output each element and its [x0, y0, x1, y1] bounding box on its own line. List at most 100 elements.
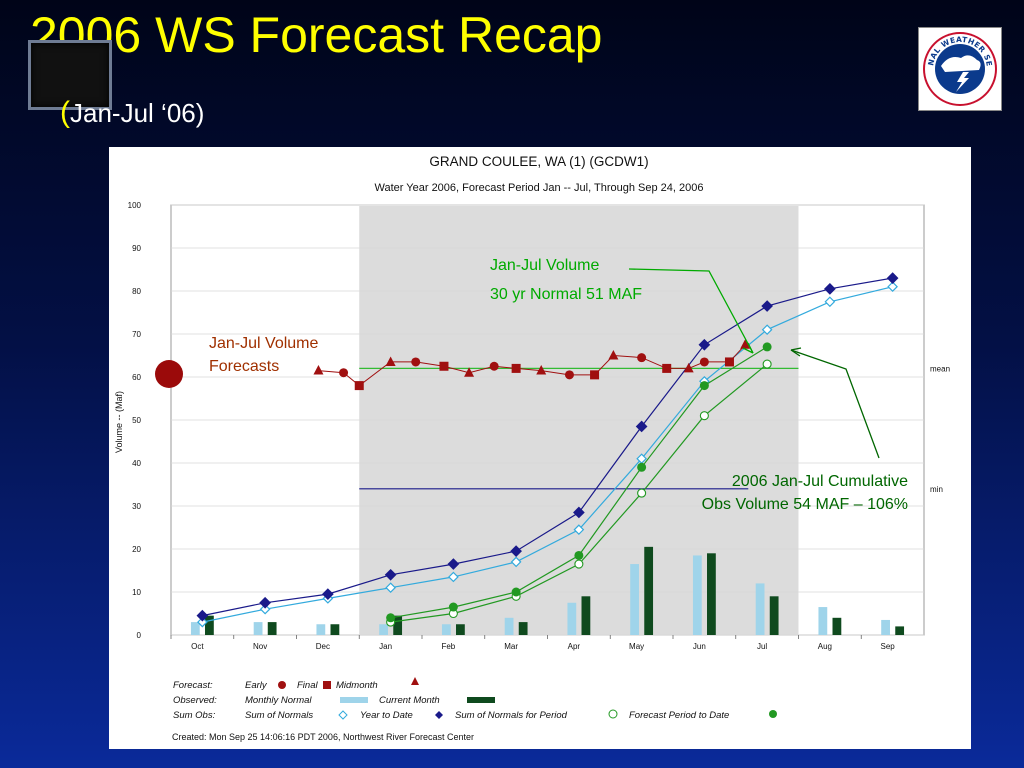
legend-monthly-normal-swatch [340, 697, 368, 703]
forecast-final-marker [354, 381, 364, 391]
legend-sum-of-normals-marker [338, 710, 348, 720]
legend-sum-of-normals-label: Sum of Normals [245, 710, 313, 721]
current-month-bar [832, 617, 842, 635]
x-tick-label: Nov [253, 642, 267, 651]
sum-of-normals-point [510, 556, 522, 568]
sum-of-normals-point [385, 582, 396, 594]
sum-of-normals-line [202, 286, 893, 623]
y-tick-label: 0 [137, 631, 142, 640]
sum-of-normals-for-period-point [637, 488, 647, 498]
year-to-date-point [259, 596, 271, 609]
monthly-normal-bar [316, 624, 326, 635]
forecast-period-to-date-point [574, 550, 584, 560]
forecast-period-to-date-point [637, 462, 647, 472]
legend-sumobs-label: Sum Obs: [173, 710, 216, 721]
cumulative-annotation-leader [790, 349, 880, 459]
corner-thumbnail [28, 40, 112, 110]
forecast-period-to-date-point [448, 602, 458, 612]
mean-label: mean [930, 364, 950, 373]
forecast-midmonth-marker [385, 356, 396, 366]
x-tick-label: Feb [441, 642, 455, 651]
sum-of-normals-point [761, 324, 773, 336]
legend-year-to-date-marker [435, 711, 443, 719]
monthly-normal-bar [190, 622, 200, 635]
forecast-final-marker [511, 363, 521, 373]
cumulative-annotation-arrowhead [790, 347, 802, 357]
slide-subtitle: (Jan-Jul ‘06) [60, 96, 204, 130]
forecast-period-to-date-point [699, 381, 709, 391]
chart-svg: GRAND COULEE, WA (1) (GCDW1) Water Year … [114, 154, 950, 742]
year-to-date-point [698, 338, 711, 351]
sum-of-normals-point [259, 603, 271, 615]
normal-annotation-arrowhead [742, 342, 754, 354]
normal-annotation-leader [628, 268, 754, 354]
chart-footer: Created: Mon Sep 25 14:06:16 PDT 2006, N… [172, 732, 474, 742]
current-month-bar [393, 615, 403, 635]
forecast-early-marker [339, 368, 349, 378]
x-tick-label: Jul [757, 642, 767, 651]
forecast-midmonth-marker [464, 367, 475, 377]
legend-forecast-label: Forecast: [173, 680, 213, 691]
monthly-normal-bar [692, 555, 702, 635]
forecast-early-marker [637, 353, 647, 363]
y-tick-label: 80 [132, 287, 141, 296]
forecast-midmonth-marker [313, 365, 324, 375]
x-tick-label: Oct [191, 642, 204, 651]
y-tick-label: 60 [132, 373, 141, 382]
monthly-normal-bar [567, 602, 577, 635]
forecast-annotation: Jan-Jul Volume Forecasts [209, 332, 318, 378]
forecast-midmonth-marker [608, 350, 619, 360]
sum-of-normals-point [824, 296, 836, 308]
x-tick-label: Dec [316, 642, 330, 651]
cumulative-annotation-line2: Obs Volume 54 MAF – 106% [701, 496, 908, 514]
legend-observed-label: Observed: [173, 695, 217, 706]
chart-legend: Forecast: Early Final Midmonth Observed: Mont… [173, 677, 777, 721]
current-month-bar [707, 553, 716, 635]
y-tick-label: 40 [132, 459, 141, 468]
year-to-date-point [886, 272, 899, 284]
normal-annotation: Jan-Jul Volume 30 yr Normal 51 MAF [490, 248, 642, 312]
forecast-final-marker [724, 357, 734, 367]
legend-early-marker [278, 681, 286, 689]
sum-of-normals-for-period-point [699, 411, 709, 421]
legend-sum-of-normals-for-period-marker [608, 709, 618, 719]
forecast-early-marker [489, 361, 499, 371]
legend-sum-of-normals-for-period-label: Sum of Normals for Period [455, 710, 568, 721]
forecast-final-marker [662, 363, 672, 373]
legend-forecast-period-to-date-marker [769, 710, 777, 718]
y-tick-label: 20 [132, 545, 141, 554]
y-tick-label: 90 [132, 244, 141, 253]
monthly-normal-bar [253, 622, 263, 635]
year-to-date-point [573, 506, 585, 519]
chart-subtitle: Water Year 2006, Forecast Period Jan -- … [375, 182, 704, 194]
year-to-date-point [761, 300, 773, 312]
current-month-bar [456, 624, 465, 635]
min-label: min [930, 485, 943, 494]
sum-of-normals-point [573, 524, 585, 535]
year-to-date-line [202, 277, 893, 617]
x-tick-label: Sep [880, 642, 895, 651]
monthly-normal-bar [379, 624, 388, 635]
chart-panel: GRAND COULEE, WA (1) (GCDW1) Water Year … [109, 147, 971, 749]
subtitle-text: Jan-Jul ‘06) [70, 98, 205, 128]
current-month-bar [330, 624, 340, 635]
forecast-midmonth-marker [536, 365, 547, 375]
forecast-midmonth-marker [740, 339, 751, 349]
cumulative-annotation-line1: 2006 Jan-Jul Cumulative [731, 473, 908, 490]
legend-final-marker [323, 681, 331, 689]
forecast-annotation-line1: Jan-Jul Volume [209, 335, 319, 352]
x-tick-label: May [629, 642, 644, 651]
year-to-date-point [824, 283, 836, 295]
cumulative-annotation: 2006 Jan-Jul Cumulative Obs Volume 54 MA… [640, 470, 908, 516]
monthly-normal-bar [504, 617, 514, 635]
forecast-midmonth-marker [683, 362, 694, 373]
plot-area: 0 10 20 30 40 50 60 70 80 90 100 Oct Nov Dec Jan Feb Mar… [128, 201, 950, 651]
sum-of-normals-point [887, 281, 898, 293]
year-to-date-point [196, 609, 209, 622]
current-month-bar [644, 546, 654, 635]
forecast-early-marker [411, 357, 421, 367]
x-tick-label: Jun [693, 642, 706, 651]
year-to-date-point [384, 568, 397, 581]
legend-early-label: Early [245, 680, 268, 691]
forecast-annotation-line2: Forecasts [209, 358, 280, 376]
